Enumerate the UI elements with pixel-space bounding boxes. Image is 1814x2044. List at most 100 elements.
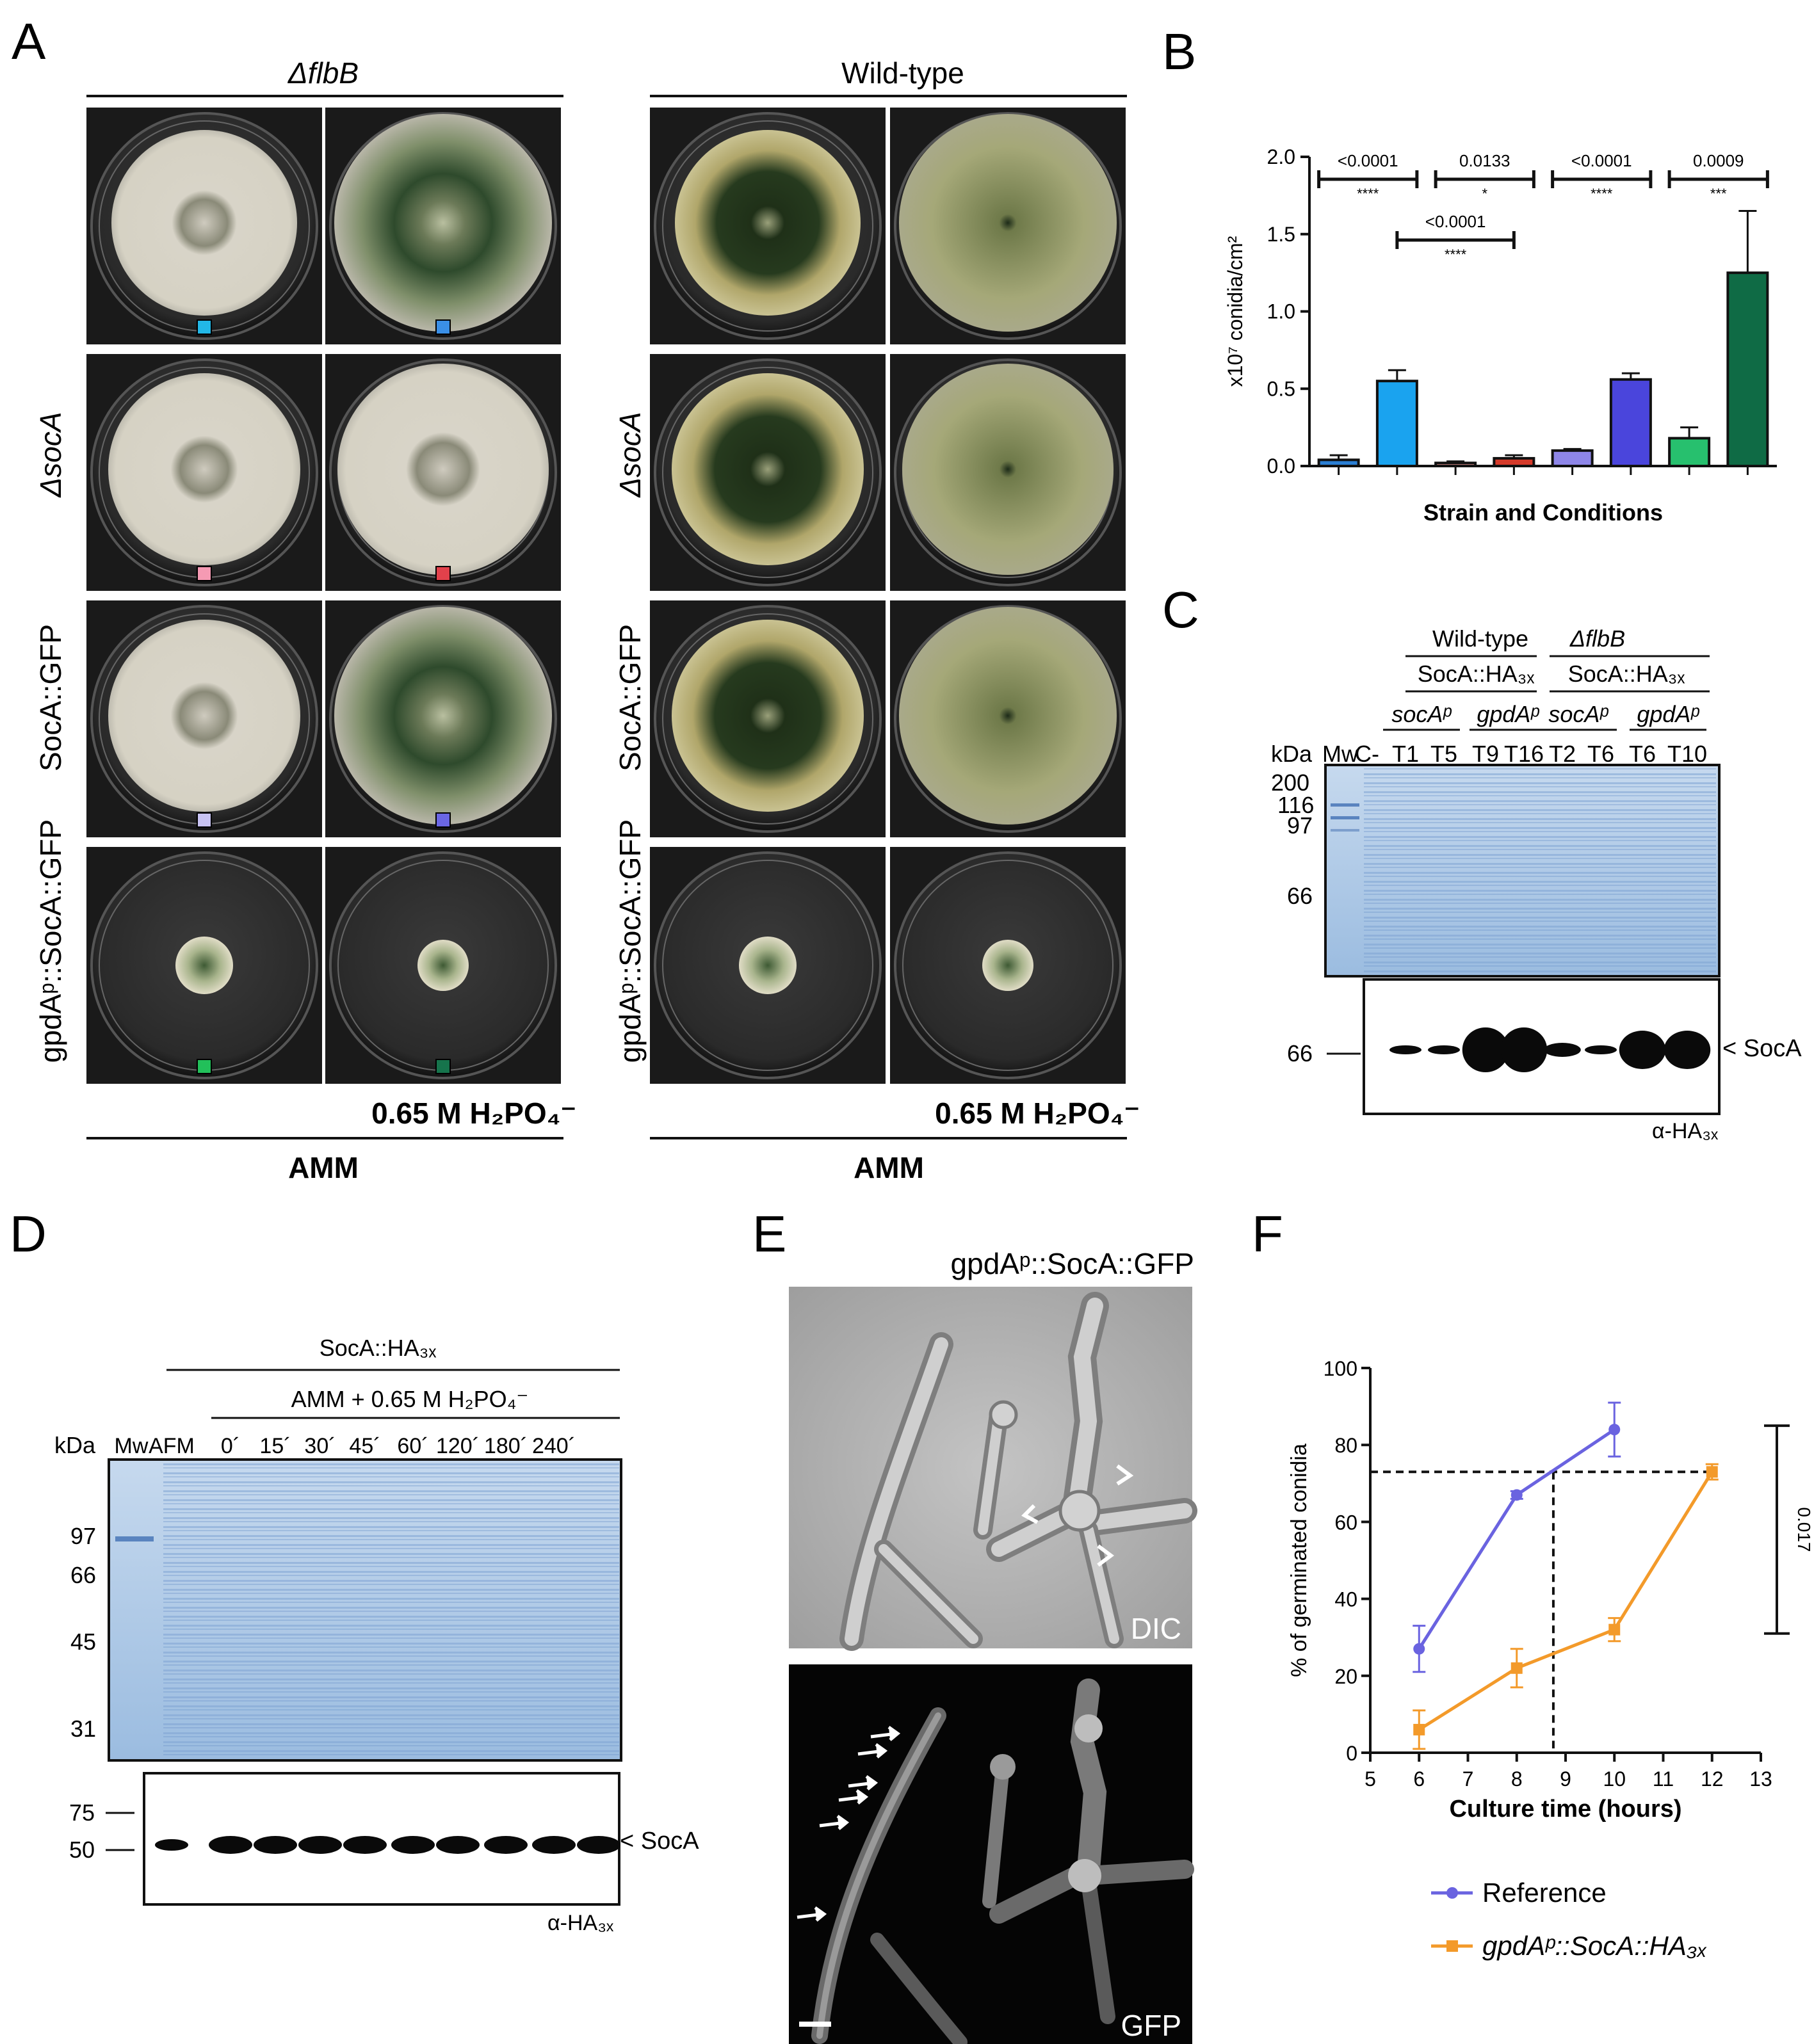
color-swatch — [197, 812, 212, 828]
panel-e-letter: E — [752, 1205, 786, 1262]
fungal-colony — [334, 607, 552, 825]
c-blot-band — [1585, 1045, 1617, 1054]
f-y-tick-label: 0 — [1346, 1742, 1357, 1765]
c-blot-band — [1428, 1045, 1460, 1054]
strain-label-gpda-socA-gfp-wt: gpdAᵖ::SocA::GFP — [613, 819, 647, 1063]
panel-e: E gpdAᵖ::SocA::GFP DIC — [752, 1205, 1197, 2044]
e-scale-bar — [799, 2022, 831, 2027]
c-blot-band — [1462, 1027, 1509, 1072]
fungal-colony — [672, 620, 864, 812]
c-blot-band — [1500, 1027, 1548, 1072]
b-y-tick-label: 0.0 — [1267, 455, 1295, 478]
c-promoter-label: gpdAᵖ — [1637, 701, 1699, 727]
c-lane-label: T1 — [1392, 741, 1419, 767]
f-y-axis-label: % of germinated conidia — [1287, 1444, 1311, 1677]
b-significance-stars: **** — [1357, 186, 1379, 202]
f-x-tick-label: 7 — [1462, 1767, 1474, 1791]
f-data-point — [1510, 1489, 1523, 1501]
d-lane-label: 120´ — [436, 1434, 480, 1458]
b-y-tick-label: 2.0 — [1267, 145, 1295, 168]
medium-label-left: AMM — [288, 1151, 359, 1184]
f-x-tick-label: 11 — [1653, 1767, 1674, 1791]
d-treatment-label: AMM + 0.65 M H₂PO₄⁻ — [291, 1386, 529, 1412]
color-swatch — [435, 812, 451, 828]
e-dic-label: DIC — [1131, 1612, 1181, 1645]
d-gel-markers: 97 66 45 31 — [70, 1523, 96, 1742]
b-p-value: <0.0001 — [1571, 151, 1632, 170]
color-swatch — [197, 319, 212, 335]
color-swatch — [435, 319, 451, 335]
b-bar — [1375, 380, 1418, 467]
b-p-value: 0.0009 — [1693, 151, 1744, 170]
c-promoter-labels: socAᵖ gpdAᵖ socAᵖ gpdAᵖ — [1383, 701, 1706, 731]
b-x-axis-label: Strain and Conditions — [1423, 499, 1663, 526]
b-p-value: <0.0001 — [1425, 212, 1486, 231]
f-series-line — [1418, 1428, 1616, 1650]
b-significance-stars: **** — [1445, 246, 1467, 262]
e-gfp-arrows — [797, 1725, 901, 1922]
c-lane-label: T10 — [1667, 741, 1707, 767]
f-data-point — [1510, 1662, 1523, 1674]
f-x-tick-label: 9 — [1560, 1767, 1571, 1791]
panel-d: D SocA::HA₃ₓ AMM + 0.65 M H₂PO₄⁻ kDa Mw A… — [10, 1205, 699, 1935]
f-x-axis-label: Culture time (hours) — [1449, 1796, 1681, 1823]
panel-b: B 0.0 0.5 1.0 1.5 2.0 x10⁷ conidia/cm² Strain … — [1162, 23, 1777, 526]
d-construct-label: SocA::HA₃ₓ — [320, 1335, 437, 1361]
b-y-tick-label: 1.0 — [1267, 300, 1295, 323]
b-p-value: 0.0133 — [1459, 151, 1510, 170]
c-construct-flbb: SocA::HA₃ₓ — [1568, 661, 1685, 687]
c-lane-label: T6 — [1587, 741, 1614, 767]
d-marker-66: 66 — [70, 1562, 96, 1588]
d-blot-band — [343, 1836, 387, 1854]
panel-b-letter: B — [1162, 23, 1196, 80]
chart-f: 0 20 40 60 80 100 5 6 7 8 9 10 11 12 13 % of germinated… — [1287, 1357, 1814, 1961]
panel-c-letter: C — [1162, 581, 1199, 638]
condition-label-right: 0.65 M H₂PO₄⁻ — [935, 1097, 1140, 1130]
d-blot-band — [436, 1836, 480, 1854]
panel-f-letter: F — [1252, 1205, 1283, 1262]
panel-c: C Wild-type ΔflbB SocA::HA₃ₓ SocA::HA₃ₓ … — [1162, 581, 1802, 1143]
f-bracket-label: 0.017 — [1794, 1507, 1814, 1552]
f-y-tick-label: 40 — [1334, 1588, 1357, 1611]
d-blot-marker-50: 50 — [69, 1837, 95, 1863]
panel-a-right-title: Wild-type — [841, 56, 964, 90]
f-series-line — [1418, 1470, 1713, 1732]
color-swatch — [435, 566, 451, 581]
b-y-tick-label: 1.5 — [1267, 223, 1295, 246]
f-x-tick-label: 12 — [1701, 1767, 1724, 1791]
fungal-colony — [111, 130, 297, 316]
d-band-label: < SocA — [620, 1828, 699, 1855]
panel-f: F 0 20 40 60 80 100 5 6 7 8 9 10 11 12 13 % of germinat… — [1252, 1205, 1814, 1961]
f-y-tick-label: 80 — [1334, 1434, 1357, 1457]
d-lane-labels: Mw AFM 0´ 15´ 30´ 45´ 60´ 120´ 180´ 240´ — [115, 1434, 576, 1458]
d-lane-label: 0´ — [221, 1434, 240, 1458]
d-marker-97: 97 — [70, 1523, 96, 1549]
f-y-tick-label: 100 — [1324, 1357, 1357, 1380]
fungal-colony — [675, 130, 861, 316]
fungal-colony — [739, 937, 797, 994]
strain-label-socA-gfp: SocA::GFP — [34, 624, 67, 771]
f-legend-label: Reference — [1482, 1878, 1607, 1908]
d-blot-band — [532, 1836, 576, 1854]
c-blot-band — [1664, 1031, 1711, 1069]
c-lane-label: T9 — [1472, 741, 1499, 767]
d-blot-band — [298, 1836, 342, 1854]
d-gel-bands — [163, 1463, 619, 1757]
c-lane-label: C- — [1355, 741, 1379, 767]
d-kda-label: kDa — [54, 1432, 96, 1458]
d-lane-label: 60´ — [397, 1434, 428, 1458]
c-gel-markers: 200 116 97 66 — [1271, 769, 1314, 909]
petri-dish-rim — [902, 860, 1114, 1071]
strain-label-gpda-socA-gfp: gpdAᵖ::SocA::GFP — [34, 819, 67, 1063]
b-bar — [1726, 271, 1769, 467]
c-antibody-label: α-HA₃ₓ — [1652, 1119, 1719, 1143]
d-marker-31: 31 — [70, 1716, 96, 1742]
medium-label-right: AMM — [854, 1151, 924, 1184]
c-group-flbb: ΔflbB — [1569, 625, 1625, 652]
b-bar — [1493, 456, 1535, 467]
e-gfp-hyphae — [811, 1678, 1194, 2044]
f-x-tick-label: 13 — [1749, 1767, 1772, 1791]
petri-dish-rim — [662, 860, 873, 1071]
fungal-colony — [108, 373, 300, 565]
